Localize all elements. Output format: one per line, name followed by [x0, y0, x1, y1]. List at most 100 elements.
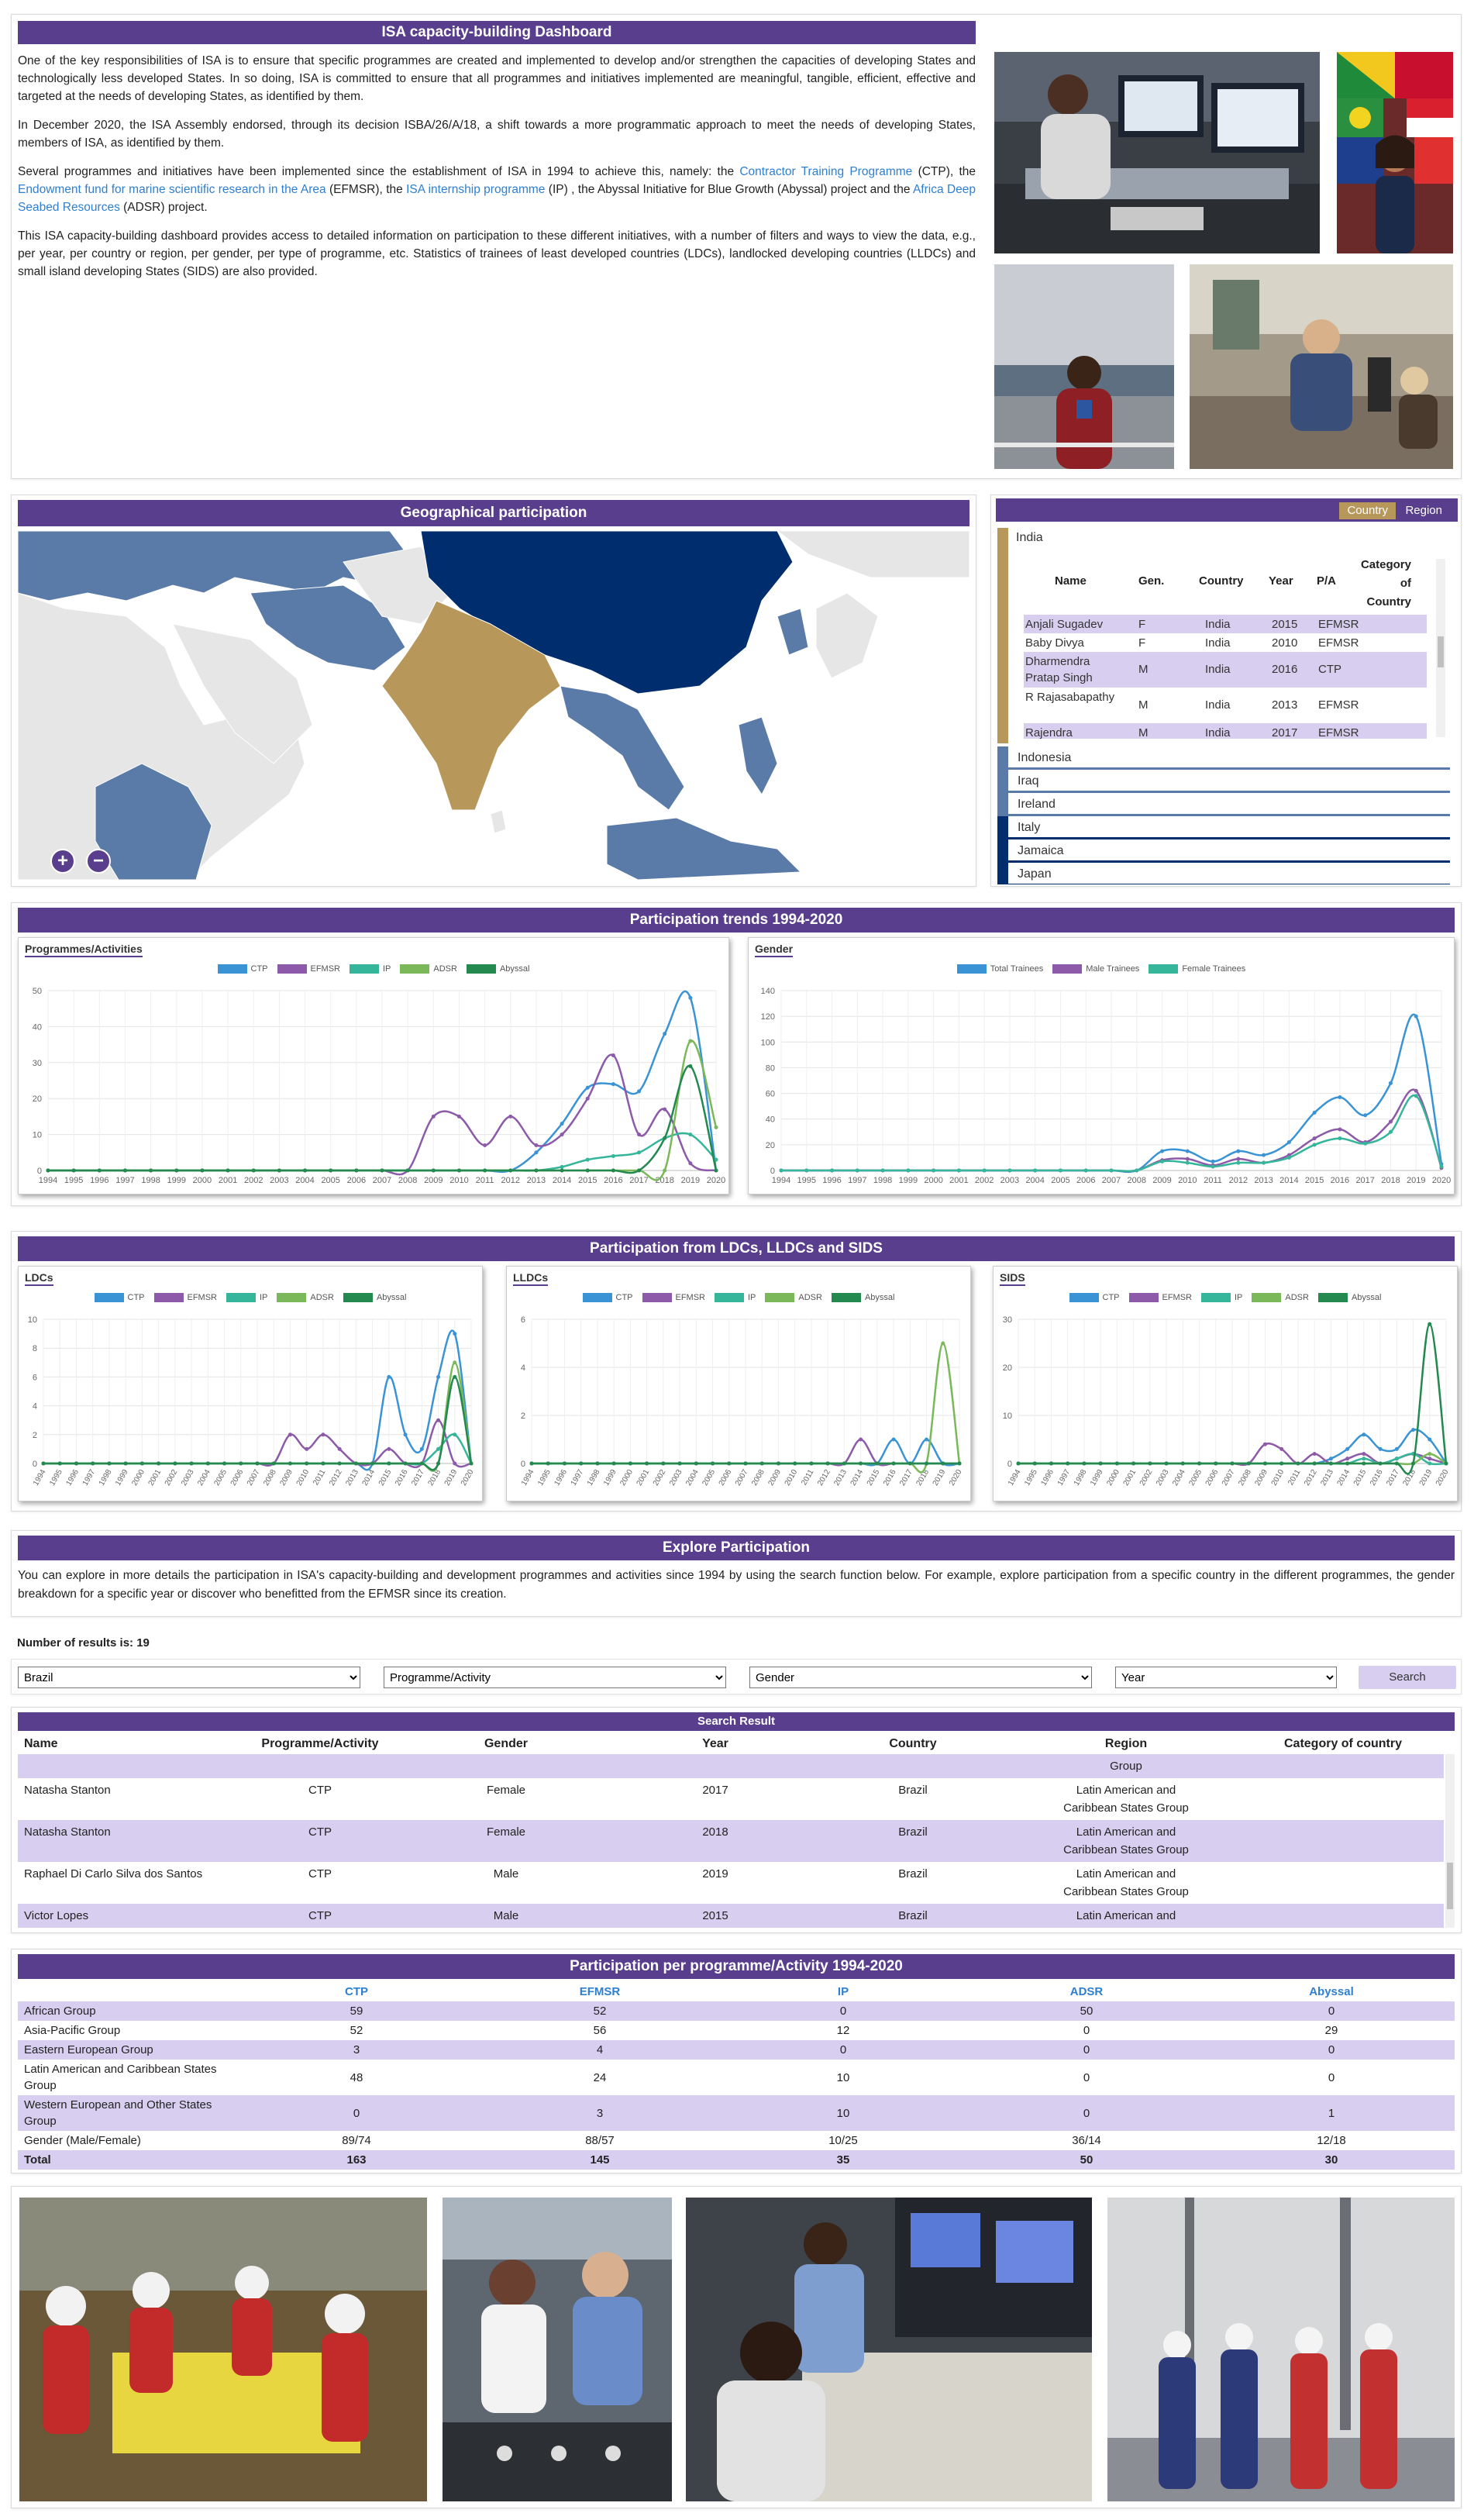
data-point[interactable]	[562, 1461, 567, 1466]
data-point[interactable]	[663, 1168, 667, 1173]
data-point[interactable]	[305, 1461, 309, 1466]
legend-item[interactable]: Abyssal	[1317, 1293, 1382, 1302]
data-point[interactable]	[1032, 1461, 1037, 1466]
legend-item[interactable]: CTP	[94, 1293, 145, 1302]
data-point[interactable]	[941, 1341, 945, 1346]
data-point[interactable]	[534, 1168, 539, 1173]
result-row[interactable]: Natasha Stanton CTP Female 2018 Brazil Latin …	[18, 1820, 1444, 1862]
data-point[interactable]	[1197, 1461, 1202, 1466]
data-point[interactable]	[1345, 1456, 1350, 1461]
legend-item[interactable]: Abyssal	[831, 1293, 895, 1302]
data-point[interactable]	[1185, 1157, 1190, 1161]
result-col-header[interactable]: Name	[24, 1737, 58, 1750]
data-point[interactable]	[329, 1168, 333, 1173]
data-point[interactable]	[1394, 1461, 1399, 1466]
data-point[interactable]	[1312, 1143, 1317, 1147]
legend-item[interactable]: ADSR	[400, 964, 457, 974]
result-col-header[interactable]: Gender	[484, 1737, 528, 1750]
data-point[interactable]	[149, 1168, 153, 1173]
data-point[interactable]	[303, 1168, 308, 1173]
data-point[interactable]	[855, 1168, 859, 1173]
country-row[interactable]: Ireland	[997, 793, 1450, 816]
data-point[interactable]	[1164, 1461, 1169, 1466]
year-select[interactable]: Year	[1115, 1667, 1337, 1688]
legend-item[interactable]: CTP	[217, 964, 268, 974]
data-point[interactable]	[637, 1168, 642, 1173]
data-point[interactable]	[1411, 1428, 1416, 1432]
data-point[interactable]	[1362, 1461, 1366, 1466]
data-point[interactable]	[793, 1461, 797, 1466]
programme-select[interactable]: Programme/Activity	[384, 1667, 726, 1688]
data-point[interactable]	[663, 1032, 667, 1036]
data-point[interactable]	[880, 1168, 885, 1173]
data-point[interactable]	[859, 1461, 863, 1466]
data-point[interactable]	[508, 1114, 513, 1119]
data-point[interactable]	[288, 1461, 292, 1466]
data-point[interactable]	[1444, 1461, 1448, 1466]
data-point[interactable]	[546, 1461, 550, 1466]
data-point[interactable]	[1378, 1446, 1383, 1451]
world-map[interactable]: + −	[18, 531, 969, 880]
legend-item[interactable]: ADSR	[1252, 1293, 1309, 1302]
legend-item[interactable]: Male Trainees	[1052, 964, 1139, 974]
data-point[interactable]	[956, 1168, 961, 1173]
data-point[interactable]	[1338, 1095, 1342, 1100]
data-point[interactable]	[431, 1114, 436, 1119]
data-point[interactable]	[859, 1437, 863, 1442]
link-efmsr[interactable]: Endowment fund for marine scientific res…	[18, 183, 326, 196]
data-point[interactable]	[1414, 1088, 1418, 1093]
data-point[interactable]	[1428, 1456, 1432, 1461]
participant-row[interactable]: Rajendra M India 2017 EFMSR	[1024, 723, 1427, 739]
data-point[interactable]	[403, 1432, 408, 1437]
data-point[interactable]	[1033, 1168, 1038, 1173]
data-point[interactable]	[321, 1432, 325, 1437]
data-point[interactable]	[1338, 1127, 1342, 1132]
data-point[interactable]	[1411, 1461, 1416, 1466]
link-internship[interactable]: ISA internship programme	[406, 183, 546, 196]
data-point[interactable]	[1180, 1461, 1185, 1466]
data-point[interactable]	[1135, 1168, 1139, 1173]
data-point[interactable]	[74, 1461, 78, 1466]
data-point[interactable]	[1246, 1461, 1251, 1466]
data-point[interactable]	[560, 1164, 564, 1169]
data-point[interactable]	[91, 1461, 95, 1466]
data-point[interactable]	[842, 1461, 846, 1466]
data-point[interactable]	[1236, 1149, 1241, 1153]
data-point[interactable]	[1363, 1141, 1368, 1146]
data-point[interactable]	[1279, 1461, 1284, 1466]
data-point[interactable]	[419, 1446, 424, 1451]
data-point[interactable]	[1394, 1446, 1399, 1451]
data-point[interactable]	[1007, 1168, 1012, 1173]
gender-select[interactable]: Gender	[749, 1667, 1092, 1688]
data-point[interactable]	[688, 1039, 693, 1043]
data-point[interactable]	[1160, 1159, 1165, 1163]
zoom-out-button[interactable]: −	[86, 849, 111, 874]
data-point[interactable]	[436, 1374, 441, 1379]
data-point[interactable]	[255, 1461, 260, 1466]
data-point[interactable]	[743, 1461, 748, 1466]
data-point[interactable]	[139, 1461, 144, 1466]
data-point[interactable]	[1414, 1014, 1418, 1019]
data-point[interactable]	[436, 1461, 441, 1466]
data-point[interactable]	[982, 1168, 987, 1173]
data-point[interactable]	[694, 1461, 698, 1466]
legend-item[interactable]: CTP	[582, 1293, 633, 1302]
data-point[interactable]	[1388, 1129, 1393, 1134]
search-result-scrollbar-thumb[interactable]	[1447, 1863, 1453, 1909]
data-point[interactable]	[1185, 1149, 1190, 1153]
data-point[interactable]	[337, 1461, 342, 1466]
data-point[interactable]	[483, 1168, 487, 1173]
result-row[interactable]: Victor Lopes CTP Male 2015 Brazil Latin Ameri…	[18, 1904, 1444, 1928]
data-point[interactable]	[830, 1168, 835, 1173]
legend-item[interactable]: EFMSR	[153, 1293, 217, 1302]
data-point[interactable]	[387, 1461, 391, 1466]
participant-row[interactable]: Anjali Sugadev F India 2015 EFMSR	[1024, 615, 1427, 633]
data-point[interactable]	[637, 1150, 642, 1155]
data-point[interactable]	[779, 1168, 783, 1173]
data-point[interactable]	[1362, 1452, 1366, 1456]
data-point[interactable]	[645, 1461, 649, 1466]
data-point[interactable]	[825, 1461, 830, 1466]
result-row-partial[interactable]: Group	[18, 1754, 1444, 1778]
participant-row[interactable]: R Rajasabapathy M India 2013 EFMSR	[1024, 688, 1427, 723]
data-point[interactable]	[776, 1461, 780, 1466]
